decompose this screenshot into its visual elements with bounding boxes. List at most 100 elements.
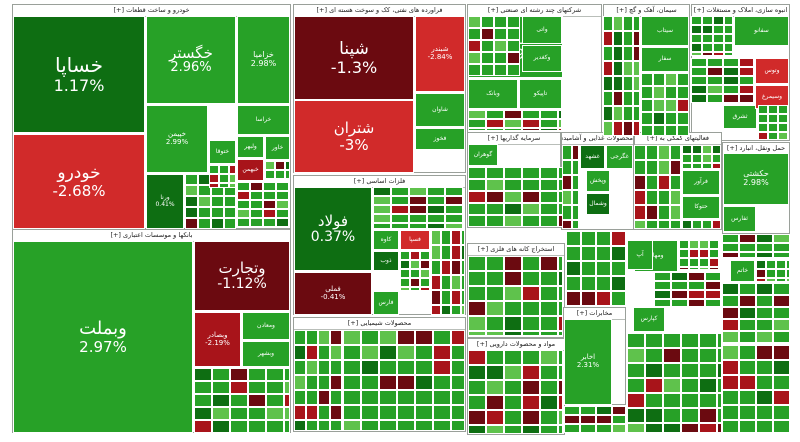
- minor-symbol-cell[interactable]: [230, 420, 248, 433]
- minor-symbol-cell[interactable]: [688, 299, 705, 307]
- minor-symbol-cell[interactable]: [580, 406, 596, 415]
- minor-symbol-cell[interactable]: [451, 420, 465, 431]
- minor-symbol-cell[interactable]: [713, 52, 724, 56]
- minor-symbol-cell[interactable]: [212, 368, 230, 381]
- minor-symbol-cell[interactable]: [185, 185, 198, 196]
- minor-symbol-cell[interactable]: [468, 301, 486, 316]
- minor-symbol-cell[interactable]: [723, 85, 739, 94]
- minor-symbol-cell[interactable]: [722, 405, 739, 420]
- minor-symbol-cell[interactable]: [645, 378, 663, 393]
- minor-symbol-cell[interactable]: [451, 260, 461, 275]
- minor-symbol-cell[interactable]: [198, 207, 211, 218]
- minor-symbol-cell[interactable]: [194, 420, 212, 433]
- minor-symbol-cell[interactable]: [522, 395, 540, 410]
- minor-symbol-cell[interactable]: [284, 381, 290, 394]
- minor-symbol-cell[interactable]: [671, 272, 688, 281]
- minor-symbol-cell[interactable]: [522, 167, 540, 179]
- minor-symbol-cell[interactable]: [717, 378, 722, 393]
- minor-symbol-cell[interactable]: [248, 394, 266, 407]
- minor-symbol-cell[interactable]: [198, 185, 211, 196]
- minor-symbol-cell[interactable]: [445, 196, 463, 205]
- minor-symbol-cell[interactable]: [504, 286, 522, 301]
- symbol-tile-small[interactable]: وتوس: [755, 58, 789, 84]
- minor-symbol-cell[interactable]: [504, 380, 522, 395]
- minor-symbol-cell[interactable]: [410, 278, 420, 287]
- minor-symbol-cell[interactable]: [665, 73, 677, 86]
- minor-symbol-cell[interactable]: [451, 275, 461, 290]
- minor-symbol-cell[interactable]: [717, 348, 722, 363]
- sector-header[interactable]: فعالیتهای کمکی به [+]: [635, 133, 721, 145]
- minor-symbol-cell[interactable]: [633, 16, 640, 31]
- sector-header[interactable]: استخراج کانه های فلزی [+]: [468, 244, 564, 256]
- minor-symbol-cell[interactable]: [778, 132, 788, 140]
- minor-symbol-cell[interactable]: [409, 196, 427, 205]
- minor-symbol-cell[interactable]: [318, 405, 330, 420]
- minor-symbol-cell[interactable]: [415, 345, 433, 360]
- minor-symbol-cell[interactable]: [330, 420, 342, 431]
- minor-symbol-cell[interactable]: [677, 125, 689, 136]
- minor-symbol-cell[interactable]: [722, 252, 739, 258]
- minor-symbol-cell[interactable]: [691, 43, 702, 52]
- minor-symbol-cell[interactable]: [739, 67, 754, 76]
- minor-symbol-cell[interactable]: [507, 16, 520, 28]
- minor-symbol-cell[interactable]: [540, 365, 558, 380]
- minor-symbol-cell[interactable]: [211, 218, 224, 229]
- minor-symbol-cell[interactable]: [330, 360, 342, 375]
- minor-symbol-cell[interactable]: [445, 205, 463, 214]
- minor-symbol-cell[interactable]: [699, 240, 709, 249]
- symbol-tile-small[interactable]: ثفارس: [723, 206, 756, 232]
- minor-symbol-cell[interactable]: [558, 365, 563, 380]
- symbol-tile-small[interactable]: فخوز: [415, 128, 465, 150]
- minor-symbol-cell[interactable]: [522, 119, 540, 128]
- minor-symbol-cell[interactable]: [713, 34, 724, 43]
- minor-symbol-cell[interactable]: [581, 261, 596, 276]
- minor-symbol-cell[interactable]: [250, 182, 263, 191]
- minor-symbol-cell[interactable]: [645, 393, 663, 408]
- minor-symbol-cell[interactable]: [431, 275, 441, 290]
- minor-symbol-cell[interactable]: [756, 269, 766, 278]
- minor-symbol-cell[interactable]: [494, 40, 507, 52]
- minor-symbol-cell[interactable]: [461, 290, 465, 305]
- minor-symbol-cell[interactable]: [596, 246, 611, 261]
- minor-symbol-cell[interactable]: [611, 246, 626, 261]
- minor-symbol-cell[interactable]: [198, 218, 211, 229]
- minor-symbol-cell[interactable]: [431, 290, 441, 305]
- minor-symbol-cell[interactable]: [373, 196, 391, 205]
- minor-symbol-cell[interactable]: [294, 345, 306, 360]
- minor-symbol-cell[interactable]: [634, 220, 646, 229]
- minor-symbol-cell[interactable]: [248, 420, 266, 433]
- minor-symbol-cell[interactable]: [409, 214, 427, 223]
- minor-symbol-cell[interactable]: [709, 258, 719, 267]
- minor-symbol-cell[interactable]: [486, 119, 504, 128]
- minor-symbol-cell[interactable]: [603, 61, 613, 76]
- minor-symbol-cell[interactable]: [712, 145, 721, 154]
- minor-symbol-cell[interactable]: [318, 330, 330, 345]
- minor-symbol-cell[interactable]: [433, 360, 451, 375]
- minor-symbol-cell[interactable]: [230, 381, 248, 394]
- minor-symbol-cell[interactable]: [633, 91, 640, 106]
- minor-symbol-cell[interactable]: [773, 390, 790, 405]
- minor-symbol-cell[interactable]: [712, 154, 721, 163]
- minor-symbol-cell[interactable]: [263, 182, 276, 191]
- minor-symbol-cell[interactable]: [266, 368, 284, 381]
- minor-symbol-cell[interactable]: [627, 423, 645, 433]
- minor-symbol-cell[interactable]: [773, 331, 790, 343]
- minor-symbol-cell[interactable]: [756, 345, 773, 360]
- minor-symbol-cell[interactable]: [441, 275, 451, 290]
- minor-symbol-cell[interactable]: [699, 393, 717, 408]
- minor-symbol-cell[interactable]: [451, 360, 465, 375]
- minor-symbol-cell[interactable]: [211, 207, 224, 218]
- minor-symbol-cell[interactable]: [361, 375, 379, 390]
- minor-symbol-cell[interactable]: [284, 407, 290, 420]
- minor-symbol-cell[interactable]: [468, 286, 486, 301]
- minor-symbol-cell[interactable]: [343, 405, 361, 420]
- minor-symbol-cell[interactable]: [410, 251, 420, 260]
- minor-symbol-cell[interactable]: [379, 390, 397, 405]
- minor-symbol-cell[interactable]: [441, 245, 451, 260]
- minor-symbol-cell[interactable]: [427, 223, 445, 229]
- minor-symbol-cell[interactable]: [468, 350, 486, 365]
- minor-symbol-cell[interactable]: [739, 295, 756, 307]
- minor-symbol-cell[interactable]: [646, 145, 658, 160]
- minor-symbol-cell[interactable]: [504, 179, 522, 191]
- minor-symbol-cell[interactable]: [248, 368, 266, 381]
